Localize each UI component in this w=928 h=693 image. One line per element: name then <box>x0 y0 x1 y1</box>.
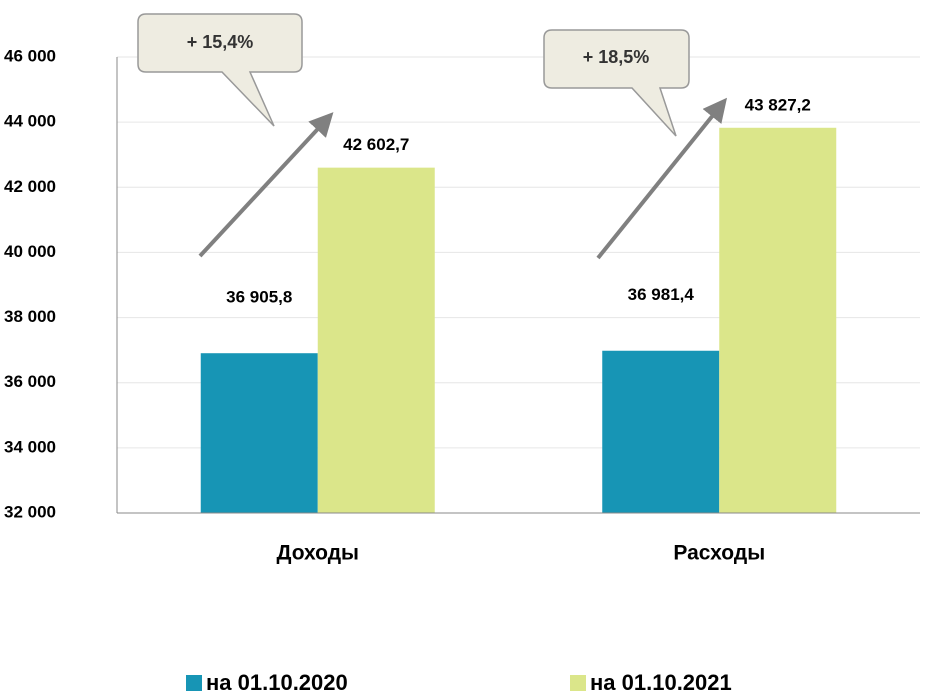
value-label: 42 602,7 <box>343 135 409 154</box>
y-tick-label: 38 000 <box>4 307 56 326</box>
callout: + 18,5% <box>543 29 690 137</box>
x-tick-label: Доходы <box>277 542 360 565</box>
annotation: + 15,4% <box>187 32 254 52</box>
y-tick-label: 32 000 <box>4 502 56 521</box>
arrow <box>596 97 728 260</box>
legend-label: на 01.10.2021 <box>590 670 732 693</box>
callout: + 15,4% <box>137 13 303 127</box>
bar <box>719 127 837 513</box>
y-tick-label: 34 000 <box>4 437 56 456</box>
bar <box>602 350 720 513</box>
callout-shape <box>543 29 690 137</box>
bar <box>200 353 318 513</box>
value-label: 36 981,4 <box>628 285 695 304</box>
y-tick-label: 42 000 <box>4 177 56 196</box>
value-label: 36 905,8 <box>226 288 292 307</box>
y-tick-label: 40 000 <box>4 242 56 261</box>
annotation: + 18,5% <box>583 47 650 67</box>
legend-swatch <box>186 675 202 691</box>
y-tick-label: 36 000 <box>4 372 56 391</box>
bar <box>317 167 435 513</box>
arrow <box>198 112 334 258</box>
callout-shape <box>137 13 303 127</box>
x-tick-label: Расходы <box>673 542 765 565</box>
y-tick-label: 46 000 <box>4 46 56 65</box>
y-tick-label: 44 000 <box>4 112 56 131</box>
legend-label: на 01.10.2020 <box>206 670 348 693</box>
value-label: 43 827,2 <box>745 95 811 114</box>
legend-swatch <box>570 675 586 691</box>
